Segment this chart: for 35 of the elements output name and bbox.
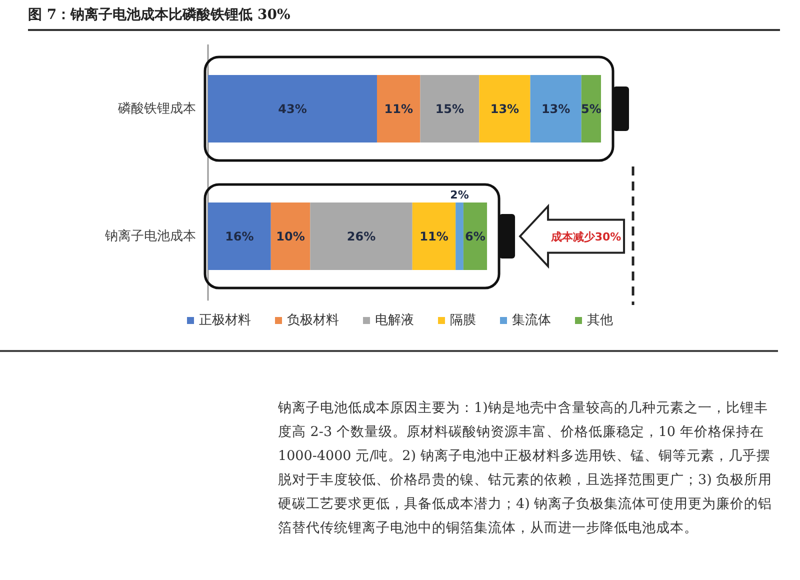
bar xyxy=(310,202,412,270)
data-label: 5% xyxy=(580,102,602,116)
bar xyxy=(463,202,488,270)
data-label: 11% xyxy=(420,229,448,244)
bar xyxy=(412,202,456,270)
legend-label: 隔膜 xyxy=(450,313,476,328)
data-label: 13% xyxy=(490,102,520,116)
data-label: 15% xyxy=(435,102,464,116)
legend-label: 集流体 xyxy=(512,312,551,328)
data-label: 11% xyxy=(384,102,413,116)
data-label: 43% xyxy=(278,102,307,116)
bar xyxy=(208,74,377,143)
data-label: 10% xyxy=(276,229,305,244)
chart-title: 图 7：钠离子电池成本比磷酸铁锂低 30% xyxy=(28,6,780,31)
y-tick-label: 钠离子电池成本 xyxy=(104,228,196,244)
annotation: 成本减少30% xyxy=(550,230,622,244)
bar xyxy=(420,74,480,143)
bar xyxy=(456,202,464,270)
data-label: 13% xyxy=(541,102,570,116)
data-label: 2% xyxy=(450,188,469,202)
legend-label: 电解液 xyxy=(375,313,414,328)
legend-label: 正极材料 xyxy=(199,313,251,328)
bar xyxy=(270,202,310,270)
data-label: 26% xyxy=(346,229,376,244)
bar xyxy=(581,74,601,143)
bar xyxy=(479,74,530,143)
legend-label: 负极材料 xyxy=(287,313,339,328)
data-label: 6% xyxy=(465,229,486,244)
bar xyxy=(208,202,271,270)
text: 钠离子电池低成本原因主要为：1)钠是地壳中含量较高的几种元素之一，比锂丰度高 2-3 个数量级。原材料碳酸钠资源丰富、价格低廉稳定，10 年价格保持在 1000-4000 元/吨。2) 钠离子电池中正极材料多选用铁、锰、铜等元素，几乎摆脱对于丰度较低、价格昂贵的镍、钴元素的依赖，且选择范围更广；3) 负极所用硬碳工艺要求更低，具备低成本潜力；4) 钠离子负极集流体可使用更为廉价的铝箔替代传统锂离子电池中的铜箔集流体，从而进一步降低电池成本。 xyxy=(278,399,774,538)
legend-label: 其他 xyxy=(587,313,613,328)
bar xyxy=(530,74,582,143)
bar xyxy=(376,74,420,143)
data-label: 16% xyxy=(225,229,254,244)
y-tick-label: 磷酸铁锂成本 xyxy=(117,101,196,116)
